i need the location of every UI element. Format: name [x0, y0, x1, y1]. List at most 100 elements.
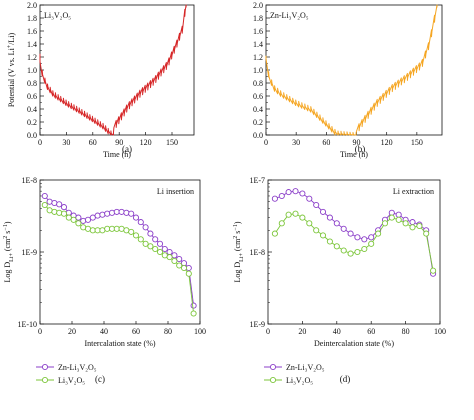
data-point: [51, 208, 58, 215]
data-point: [56, 201, 63, 208]
panel-label: (c): [95, 374, 105, 384]
data-point: [285, 211, 292, 218]
y-tick-label: 0.0: [27, 131, 37, 140]
y-tick-label: 1.8: [253, 14, 263, 23]
data-point: [299, 190, 306, 197]
legend-label: Li₃V₂O₅: [58, 376, 85, 385]
x-tick-label: 80: [164, 327, 172, 336]
data-point: [118, 208, 125, 215]
y-tick-label: 0.6: [253, 92, 263, 101]
y-tick-label: 1E-10: [17, 320, 37, 329]
legend-label: Li₃V₂O₅: [286, 376, 313, 385]
y-tick-label: 1.2: [27, 53, 37, 62]
y-axis-title-part: −1: [233, 224, 239, 230]
x-axis-title: Deintercalation state (%): [314, 339, 394, 348]
y-axis-title-part: 2: [233, 236, 239, 239]
legend-marker: [269, 376, 277, 384]
data-point: [402, 220, 409, 227]
plot-frame: [267, 179, 441, 325]
data-point: [395, 216, 402, 223]
y-tick-label: 2.0: [27, 1, 37, 10]
data-point: [185, 270, 192, 277]
y-tick-label: 0.4: [253, 105, 263, 114]
x-tick-label: 120: [381, 138, 393, 147]
y-tick-label: 1.6: [253, 27, 263, 36]
data-point: [156, 240, 164, 247]
x-tick-label: 60: [89, 138, 97, 147]
plot-frame: [39, 179, 201, 325]
data-point: [326, 238, 333, 245]
series-zn-li3v2o5: [271, 188, 437, 277]
data-point: [75, 214, 82, 221]
data-point: [319, 232, 327, 239]
data-point: [368, 240, 375, 247]
gitt-curve: [39, 4, 187, 136]
data-point: [368, 234, 375, 241]
data-point: [108, 209, 116, 216]
data-point: [152, 245, 159, 253]
x-tick-label: 0: [38, 138, 42, 147]
y-axis-title-part: ): [233, 221, 242, 224]
x-tick-label: 150: [166, 138, 178, 147]
data-point: [171, 257, 178, 265]
panel-label: (a): [122, 144, 132, 154]
data-point: [333, 220, 340, 227]
data-point: [60, 210, 68, 217]
y-axis-title-part: s: [233, 231, 242, 236]
data-point: [340, 247, 347, 254]
y-tick-label: 1E-8: [21, 176, 37, 185]
y-tick-label: 0.2: [253, 118, 263, 127]
data-point: [123, 209, 130, 216]
x-axis-title: Time (h): [340, 150, 368, 159]
panel-composition-label: Li₃V₂O₅: [44, 11, 71, 20]
y-axis-title-part: (cm: [3, 238, 12, 253]
data-point: [361, 236, 368, 243]
data-point: [94, 212, 101, 219]
data-point: [313, 201, 320, 209]
plot-frame: [265, 4, 443, 136]
y-axis-title-part: (cm: [233, 238, 242, 253]
y-tick-label: 1E-9: [249, 320, 265, 329]
panel-composition-label: Zn-Li₃V₂O₅: [270, 11, 309, 20]
x-tick-label: 0: [38, 327, 42, 336]
data-point: [128, 210, 135, 217]
data-point: [347, 250, 354, 257]
legend-marker: [269, 363, 277, 371]
y-axis-title-part: +: [7, 44, 13, 48]
y-axis-title-part: Potential (V vs. Li: [7, 47, 16, 107]
x-tick-label: 40: [100, 327, 108, 336]
data-point: [409, 219, 416, 226]
x-tick-label: 20: [68, 327, 76, 336]
data-point: [142, 240, 149, 247]
y-tick-label: 0.6: [27, 92, 37, 101]
y-tick-label: 0.2: [27, 118, 37, 127]
data-point: [395, 211, 402, 218]
data-point: [347, 230, 354, 237]
data-point: [375, 230, 382, 237]
x-tick-label: 0: [264, 138, 268, 147]
y-tick-label: 1.8: [27, 14, 37, 23]
data-point: [292, 188, 299, 195]
y-tick-label: 1E-9: [21, 248, 37, 257]
legend-marker: [41, 376, 49, 384]
data-point: [147, 243, 154, 250]
x-tick-label: 80: [402, 327, 410, 336]
y-axis-title-part: Li+: [239, 253, 245, 262]
x-tick-label: 0: [266, 327, 270, 336]
data-point: [166, 248, 173, 256]
x-tick-label: 100: [194, 327, 206, 336]
data-point: [176, 262, 183, 269]
data-point: [60, 204, 68, 211]
data-point: [166, 254, 173, 261]
data-point: [137, 236, 144, 243]
data-point: [180, 264, 188, 272]
data-point: [388, 214, 395, 221]
series-zn-li3v2o5: [41, 192, 197, 309]
x-tick-label: 20: [298, 327, 306, 336]
data-point: [333, 243, 340, 250]
x-tick-label: 60: [132, 327, 140, 336]
x-tick-label: 100: [434, 327, 446, 336]
data-point: [161, 245, 168, 253]
x-tick-label: 40: [333, 327, 341, 336]
